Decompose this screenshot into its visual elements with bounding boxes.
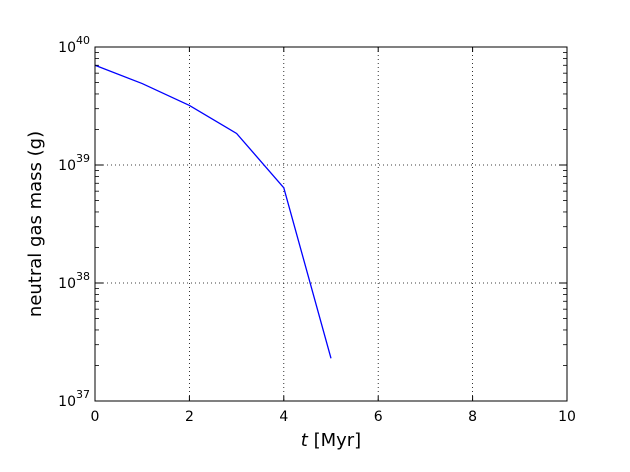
series-layer bbox=[94, 64, 332, 359]
y-tick-base: 10 bbox=[58, 394, 76, 410]
x-axis-label-unit: [Myr] bbox=[308, 430, 361, 451]
x-tick-label: 4 bbox=[279, 409, 288, 425]
x-tick-label: 10 bbox=[558, 409, 576, 425]
y-tick-label: 1039 bbox=[58, 152, 90, 174]
y-tick-label: 1038 bbox=[58, 270, 90, 292]
x-tick-label: 6 bbox=[374, 409, 383, 425]
y-tick-exponent: 38 bbox=[76, 270, 90, 283]
y-tick-label: 1037 bbox=[58, 388, 90, 410]
y-tick-exponent: 40 bbox=[76, 34, 90, 47]
y-tick-exponent: 39 bbox=[76, 152, 90, 165]
plot-background bbox=[95, 47, 567, 401]
y-tick-base: 10 bbox=[58, 276, 76, 292]
tick-marks bbox=[94, 46, 568, 402]
x-axis-label-var: t bbox=[301, 430, 309, 451]
series-line-0 bbox=[94, 64, 332, 359]
y-tick-base: 10 bbox=[58, 40, 76, 56]
y-tick-label: 1040 bbox=[58, 34, 90, 56]
x-axis-label: t [Myr] bbox=[301, 430, 361, 451]
plot-frame bbox=[94, 46, 568, 402]
y-tick-exponent: 37 bbox=[76, 388, 90, 401]
y-tick-base: 10 bbox=[58, 158, 76, 174]
x-tick-label: 8 bbox=[468, 409, 477, 425]
y-axis-label: neutral gas mass (g) bbox=[25, 131, 46, 317]
x-tick-label: 2 bbox=[185, 409, 194, 425]
x-tick-label: 0 bbox=[91, 409, 100, 425]
x-tick-labels: 0 2 4 6 8 10 bbox=[91, 409, 576, 425]
